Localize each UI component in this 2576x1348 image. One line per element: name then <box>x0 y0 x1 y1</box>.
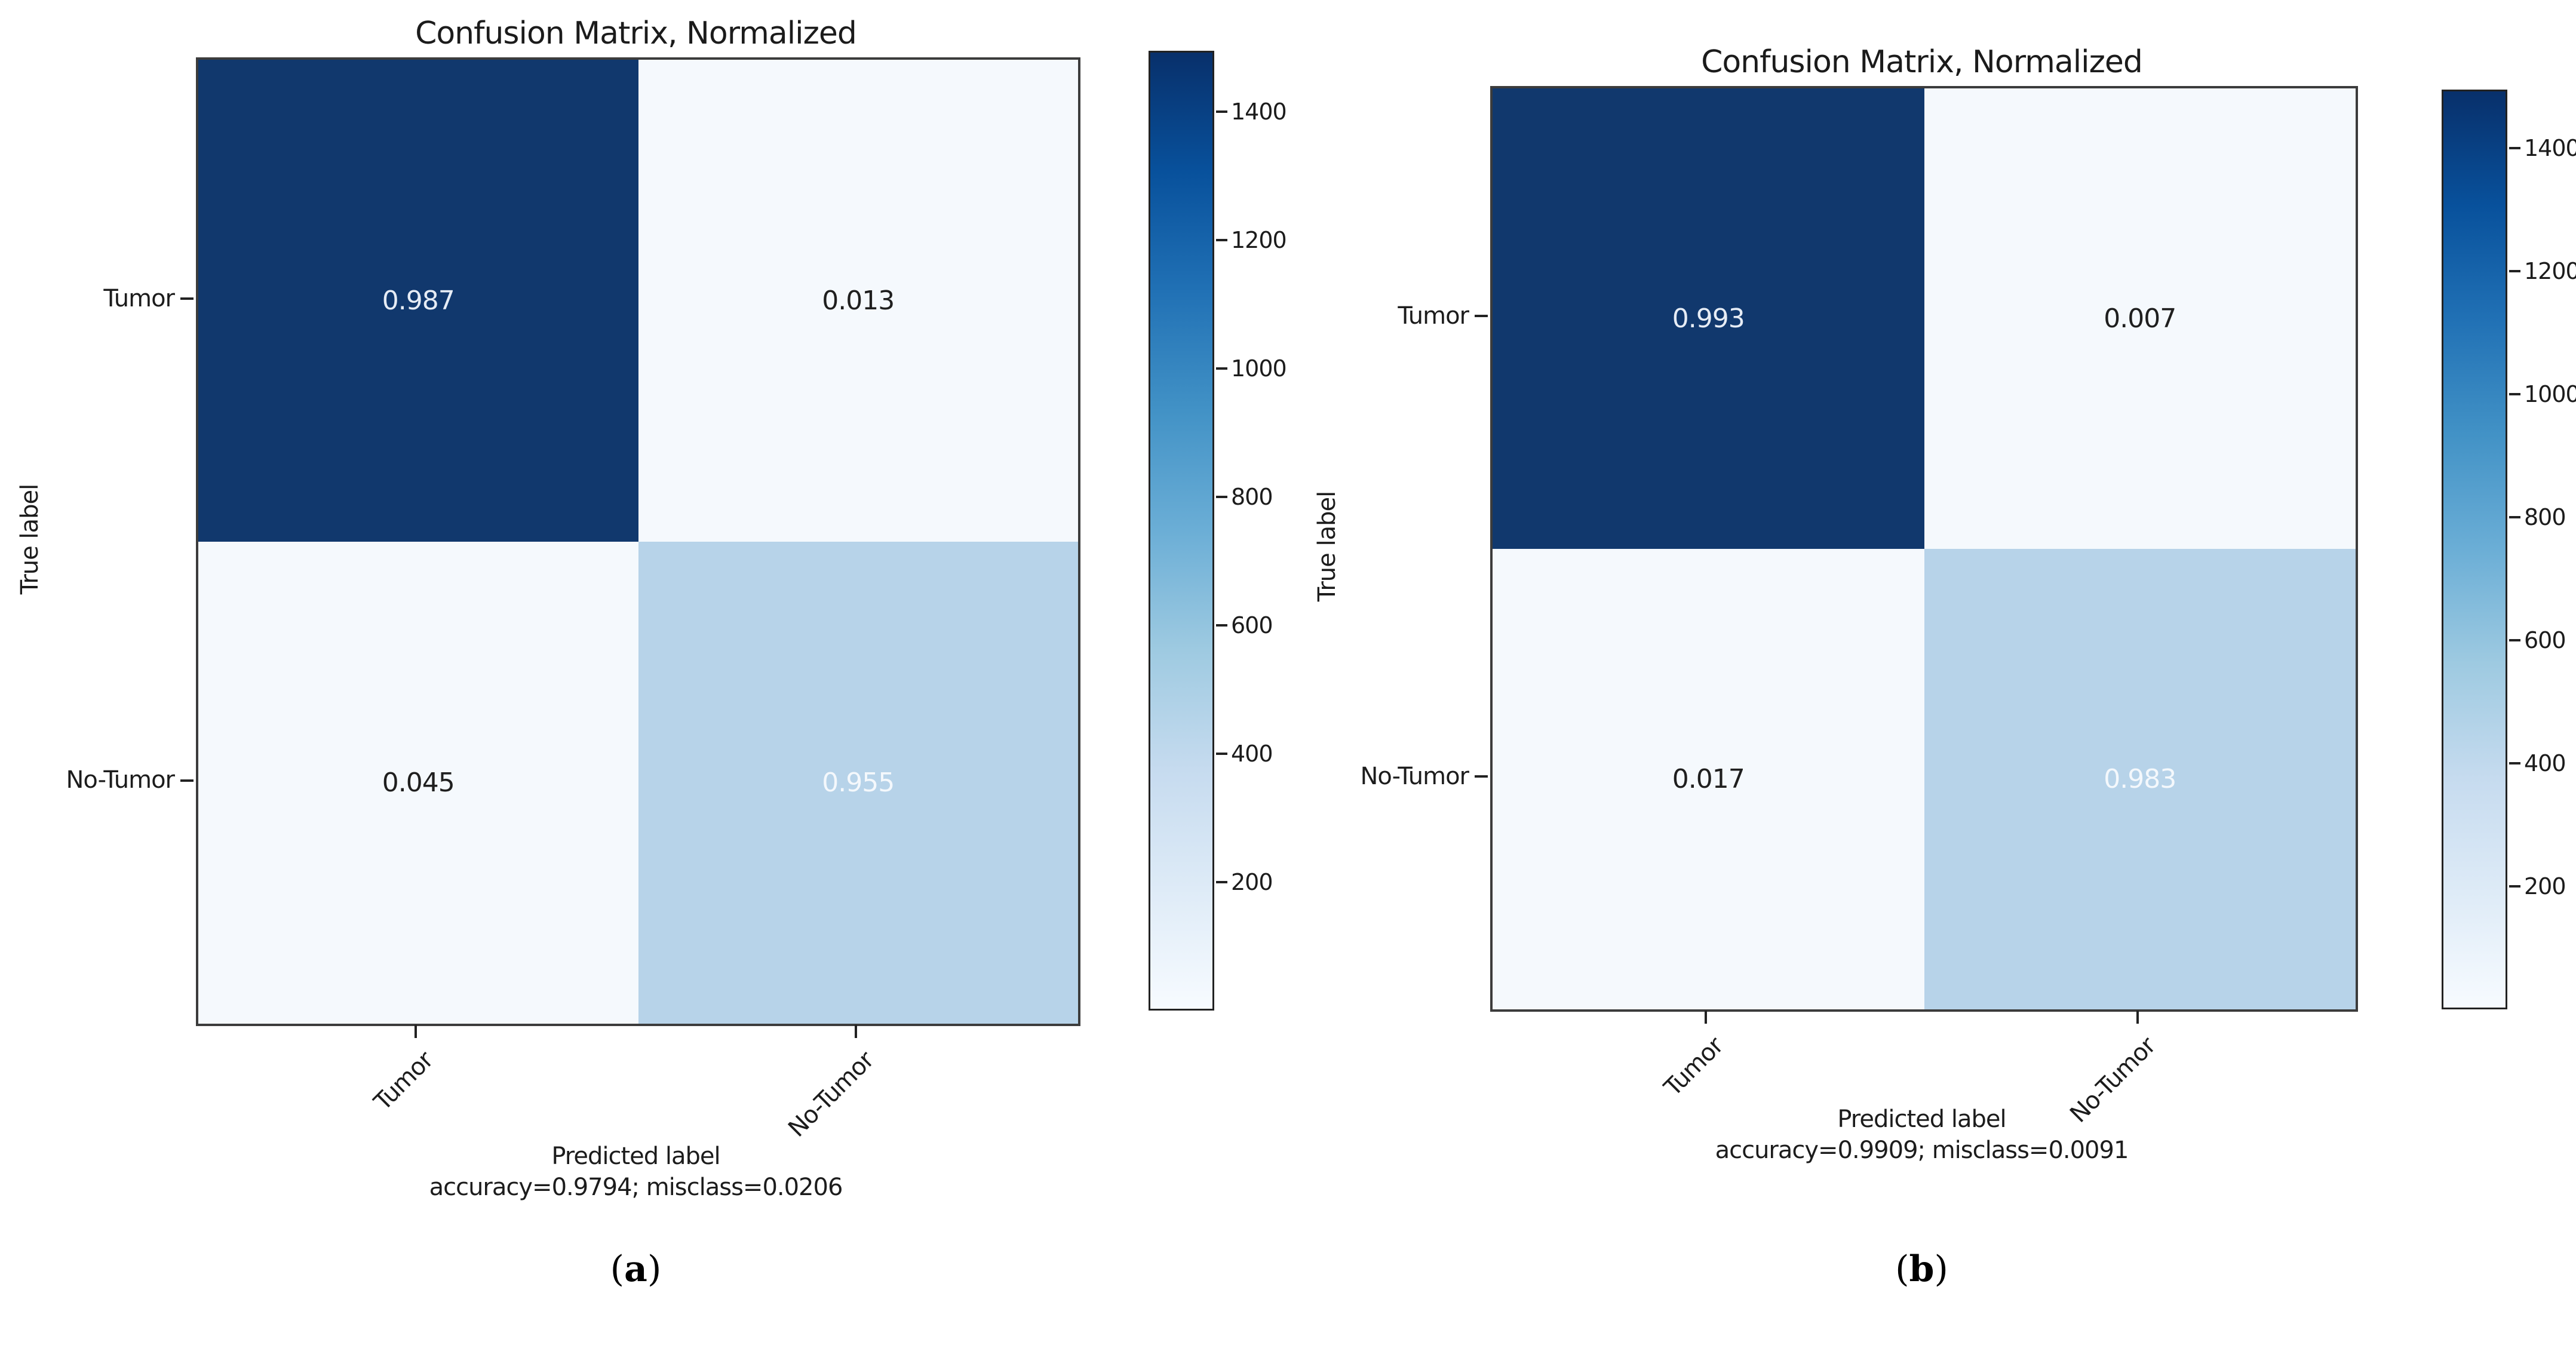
panel-a-xlabel: Predicted label <box>551 1143 720 1170</box>
colorbar-tick <box>1216 624 1227 627</box>
colorbar-label: 800 <box>1231 484 1273 511</box>
panel-b-ytick-mark-1 <box>1475 315 1488 317</box>
colorbar-tick <box>2509 146 2520 149</box>
panel-a-cell-tumor-tumor: 0.987 <box>198 60 638 542</box>
panel-a-xtick-label-notumor: No-Tumor <box>782 1046 879 1143</box>
panel-a-xtick-mark-2 <box>855 1025 857 1038</box>
panel-a-cell-notumor-notumor: 0.955 <box>638 542 1078 1024</box>
colorbar-tick <box>1216 752 1227 755</box>
panel-b-xlabel-block: Predicted label accuracy=0.9909; misclas… <box>1490 1104 2353 1166</box>
colorbar-label: 1000 <box>1231 355 1287 382</box>
caption-paren-close: ) <box>647 1248 662 1290</box>
panel-a-xtick-mark-1 <box>415 1025 417 1038</box>
panel-a-heatmap: 0.987 0.013 0.045 0.955 <box>196 57 1080 1026</box>
colorbar-label: 1000 <box>2524 380 2576 407</box>
panel-b-colorbar: 1400 1200 1000 800 600 400 200 <box>2442 90 2576 1009</box>
panel-a-xlabel-block: Predicted label accuracy=0.9794; misclas… <box>196 1141 1076 1203</box>
panel-b-xtick-mark-1 <box>1705 1011 1707 1024</box>
colorbar-label: 1200 <box>2524 257 2576 284</box>
colorbar-tick <box>2509 269 2520 272</box>
panel-b-cell-notumor-tumor: 0.017 <box>1493 549 1924 1009</box>
panel-a-ytick-label-tumor: Tumor <box>103 285 175 312</box>
panel-b-cell-tumor-notumor: 0.007 <box>1924 88 2356 549</box>
panel-b-xtick-mark-2 <box>2136 1011 2139 1024</box>
panel-b-xlabel: Predicted label <box>1837 1106 2006 1133</box>
panel-b-ytick-label-tumor: Tumor <box>1398 302 1469 330</box>
panel-b-ytick-label-notumor: No-Tumor <box>1360 763 1470 790</box>
colorbar-tick <box>1216 367 1227 370</box>
panel-b-cell-tumor-tumor: 0.993 <box>1493 88 1924 549</box>
panel-a-cell-notumor-tumor: 0.045 <box>198 542 638 1024</box>
panel-b-colorbar-gradient <box>2442 90 2507 1009</box>
panel-a-stats: accuracy=0.9794; misclass=0.0206 <box>429 1174 843 1201</box>
colorbar-label: 200 <box>1231 868 1273 895</box>
panel-a-ytick-label-notumor: No-Tumor <box>66 766 176 794</box>
colorbar-label: 1400 <box>2524 134 2576 161</box>
colorbar-label: 600 <box>2524 627 2566 653</box>
colorbar-label: 200 <box>2524 873 2566 899</box>
panel-a-colorbar-gradient <box>1149 51 1214 1011</box>
colorbar-label: 1200 <box>1231 227 1287 254</box>
colorbar-tick <box>2509 392 2520 395</box>
colorbar-tick <box>2509 515 2520 518</box>
panel-a-cell-tumor-notumor: 0.013 <box>638 60 1078 542</box>
panel-b-title: Confusion Matrix, Normalized <box>1701 44 2143 80</box>
colorbar-label: 400 <box>2524 750 2566 776</box>
panel-a-xtick-label-tumor: Tumor <box>369 1046 439 1116</box>
panel-b-stats: accuracy=0.9909; misclass=0.0091 <box>1715 1137 2129 1164</box>
panel-a-ytick-mark-1 <box>180 297 194 300</box>
caption-paren-close: ) <box>1934 1248 1948 1290</box>
caption-paren-open: ( <box>1895 1248 1909 1290</box>
panel-a-ytick-mark-2 <box>180 779 194 782</box>
colorbar-tick <box>1216 239 1227 242</box>
colorbar-tick <box>1216 110 1227 113</box>
panel-a-title: Confusion Matrix, Normalized <box>415 16 857 51</box>
panel-b-caption-letter: b <box>1909 1248 1935 1290</box>
colorbar-tick <box>1216 496 1227 499</box>
panel-b-caption: (b) <box>1490 1248 2353 1290</box>
caption-paren-open: ( <box>610 1248 625 1290</box>
panel-a-caption: (a) <box>196 1248 1076 1290</box>
panel-a-colorbar: 1400 1200 1000 800 600 400 200 <box>1149 51 1287 1011</box>
colorbar-tick <box>2509 638 2520 641</box>
panel-b-ylabel: True label <box>1313 491 1341 602</box>
colorbar-label: 1400 <box>1231 99 1287 125</box>
panel-b-cell-notumor-notumor: 0.983 <box>1924 549 2356 1009</box>
panel-a-ylabel: True label <box>16 484 44 595</box>
panel-b-heatmap: 0.993 0.007 0.017 0.983 <box>1490 86 2358 1012</box>
colorbar-label: 800 <box>2524 503 2566 530</box>
colorbar-tick <box>2509 885 2520 888</box>
colorbar-tick <box>1216 880 1227 883</box>
panel-a-caption-letter: a <box>624 1248 647 1290</box>
panel-b-ytick-mark-2 <box>1475 775 1488 778</box>
colorbar-label: 600 <box>1231 612 1273 639</box>
colorbar-label: 400 <box>1231 740 1273 767</box>
panel-b-xtick-label-tumor: Tumor <box>1659 1032 1729 1102</box>
colorbar-tick <box>2509 761 2520 764</box>
